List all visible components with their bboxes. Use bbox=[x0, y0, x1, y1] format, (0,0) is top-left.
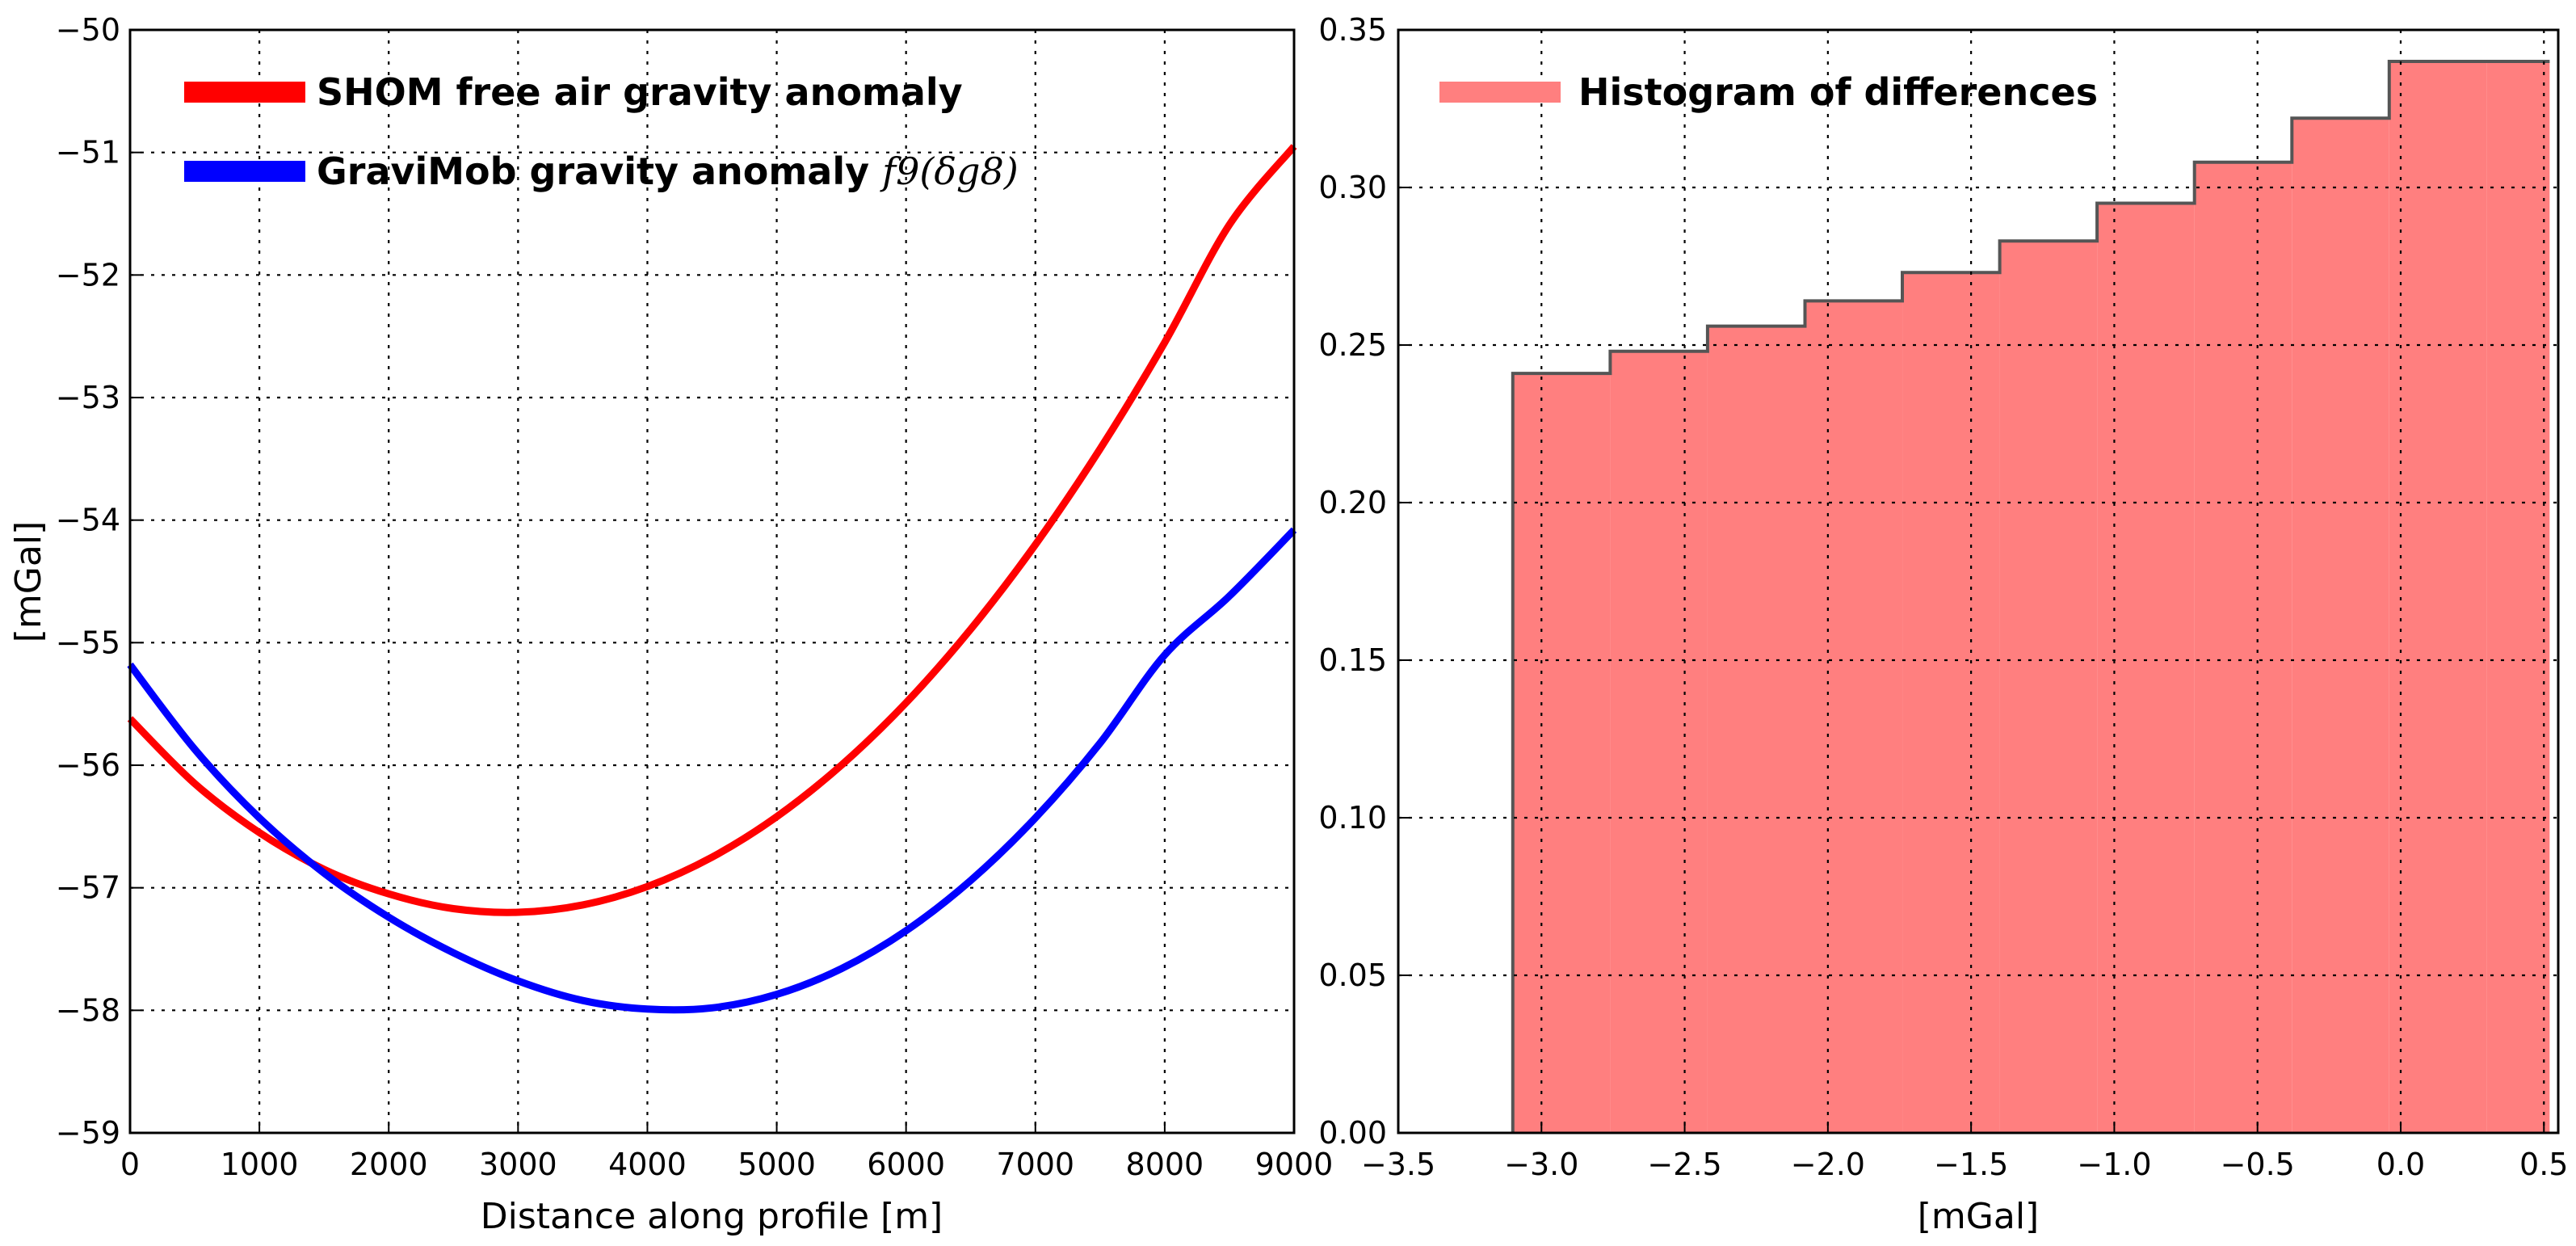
left-plot-frame bbox=[128, 28, 1296, 1134]
right-x-tick-label: −2.5 bbox=[1647, 1147, 1721, 1182]
legend-swatch-histogram bbox=[1439, 82, 1561, 103]
right-x-tick-label: −1.0 bbox=[2077, 1147, 2151, 1182]
left-y-tick-label: −56 bbox=[56, 747, 120, 783]
legend-label-histogram: Histogram of differences bbox=[1578, 70, 2098, 114]
left-x-tick-label: 6000 bbox=[867, 1147, 945, 1182]
left-series-group bbox=[127, 144, 1297, 1014]
right-y-tick-label: 0.05 bbox=[1318, 958, 1387, 993]
series-line-shom bbox=[127, 144, 1297, 916]
histogram-bars bbox=[1511, 60, 2550, 1134]
right-x-tick-label: −2.0 bbox=[1791, 1147, 1865, 1182]
histogram-bar bbox=[2292, 118, 2389, 1134]
right-x-ticks: −3.5 −3.0 −2.5 −2.0 −1.5 −1.0 −0.5 0.0 0.5 bbox=[1361, 1122, 2568, 1182]
legend-swatch-gravimob bbox=[184, 161, 305, 182]
histogram-bar bbox=[2389, 61, 2487, 1133]
left-y-tick-label: −58 bbox=[56, 992, 120, 1028]
right-legend: Histogram of differences bbox=[1439, 70, 2098, 114]
right-y-tick-label: 0.30 bbox=[1318, 170, 1387, 205]
right-y-tick-label: 0.35 bbox=[1318, 12, 1387, 48]
histogram-chart: −3.5 −3.0 −2.5 −2.0 −1.5 −1.0 −0.5 0.0 0.5 0.000… bbox=[1318, 12, 2568, 1237]
left-y-tick-label: −54 bbox=[56, 503, 120, 538]
left-y-tick-label: −50 bbox=[56, 12, 120, 48]
histogram-bar bbox=[1707, 326, 1805, 1134]
histogram-bar bbox=[1512, 373, 1611, 1134]
left-x-tick-label: 5000 bbox=[738, 1147, 816, 1182]
histogram-bar bbox=[1805, 301, 1903, 1133]
left-x-tick-label: 2000 bbox=[350, 1147, 428, 1182]
right-y-tick-label: 0.10 bbox=[1318, 800, 1387, 836]
left-x-ticks: 0 1000 2000 3000 4000 5000 6000 7000 8000 9000 bbox=[120, 1122, 1333, 1182]
right-x-axis-label: [mGal] bbox=[1918, 1196, 2039, 1237]
legend-gravimob-text: GraviMob gravity anomaly bbox=[317, 149, 869, 193]
left-x-axis-label: Distance along profile [m] bbox=[481, 1196, 943, 1237]
left-y-tick-label: −59 bbox=[56, 1115, 120, 1151]
left-y-tick-label: −57 bbox=[56, 870, 120, 906]
right-y-tick-label: 0.15 bbox=[1318, 642, 1387, 678]
left-x-tick-label: 4000 bbox=[608, 1147, 687, 1182]
right-x-tick-label: −3.5 bbox=[1361, 1147, 1435, 1182]
right-y-tick-label: 0.20 bbox=[1318, 485, 1387, 520]
right-x-tick-label: −0.5 bbox=[2221, 1147, 2295, 1182]
histogram-bar bbox=[1999, 241, 2098, 1133]
left-x-tick-label: 7000 bbox=[996, 1147, 1074, 1182]
left-y-tick-label: −52 bbox=[56, 257, 120, 293]
gravity-profile-chart: 0 1000 2000 3000 4000 5000 6000 7000 8000 9000 −5… bbox=[8, 12, 1333, 1237]
left-y-tick-label: −51 bbox=[56, 135, 120, 170]
left-grid bbox=[130, 30, 1294, 1133]
right-y-tick-label: 0.25 bbox=[1318, 327, 1387, 363]
right-plot-frame bbox=[1397, 28, 2560, 1134]
left-y-ticks: −59 −58 −57 −56 −55 −54 −53 −52 −51 −50 bbox=[56, 12, 141, 1151]
left-y-tick-label: −55 bbox=[56, 625, 120, 660]
legend-label-gravimob: GraviMob gravity anomaly f9(δg8) bbox=[317, 149, 1019, 193]
left-x-tick-label: 8000 bbox=[1126, 1147, 1204, 1182]
right-x-tick-label: −1.5 bbox=[1934, 1147, 2008, 1182]
legend-swatch-shom bbox=[184, 82, 305, 103]
histogram-bar bbox=[2097, 203, 2195, 1133]
histogram-bar bbox=[1610, 351, 1708, 1133]
right-y-ticks: 0.00 0.05 0.10 0.15 0.20 0.25 0.30 0.35 bbox=[1318, 12, 1410, 1151]
histogram-outline bbox=[1511, 60, 2550, 1133]
legend-label-shom: SHOM free air gravity anomaly bbox=[317, 70, 963, 114]
left-y-tick-label: −53 bbox=[56, 380, 120, 415]
left-legend: SHOM free air gravity anomaly GraviMob g… bbox=[184, 70, 1019, 193]
left-x-tick-label: 1000 bbox=[221, 1147, 299, 1182]
series-line-gravimob bbox=[127, 527, 1297, 1014]
histogram-bar bbox=[2194, 162, 2292, 1133]
right-y-tick-label: 0.00 bbox=[1318, 1115, 1387, 1151]
left-x-tick-label: 9000 bbox=[1255, 1147, 1334, 1182]
left-y-axis-label: [mGal] bbox=[8, 521, 49, 642]
left-x-tick-label: 3000 bbox=[479, 1147, 557, 1182]
right-x-tick-label: 0.0 bbox=[2376, 1147, 2425, 1182]
right-x-tick-label: −3.0 bbox=[1504, 1147, 1578, 1182]
histogram-bar bbox=[1902, 272, 2000, 1133]
left-x-tick-label: 0 bbox=[120, 1147, 140, 1182]
right-x-tick-label: 0.5 bbox=[2519, 1147, 2568, 1182]
right-grid bbox=[1398, 30, 2558, 1133]
legend-gravimob-math: f9(δg8) bbox=[880, 149, 1019, 193]
histogram-bar bbox=[2486, 61, 2550, 1133]
